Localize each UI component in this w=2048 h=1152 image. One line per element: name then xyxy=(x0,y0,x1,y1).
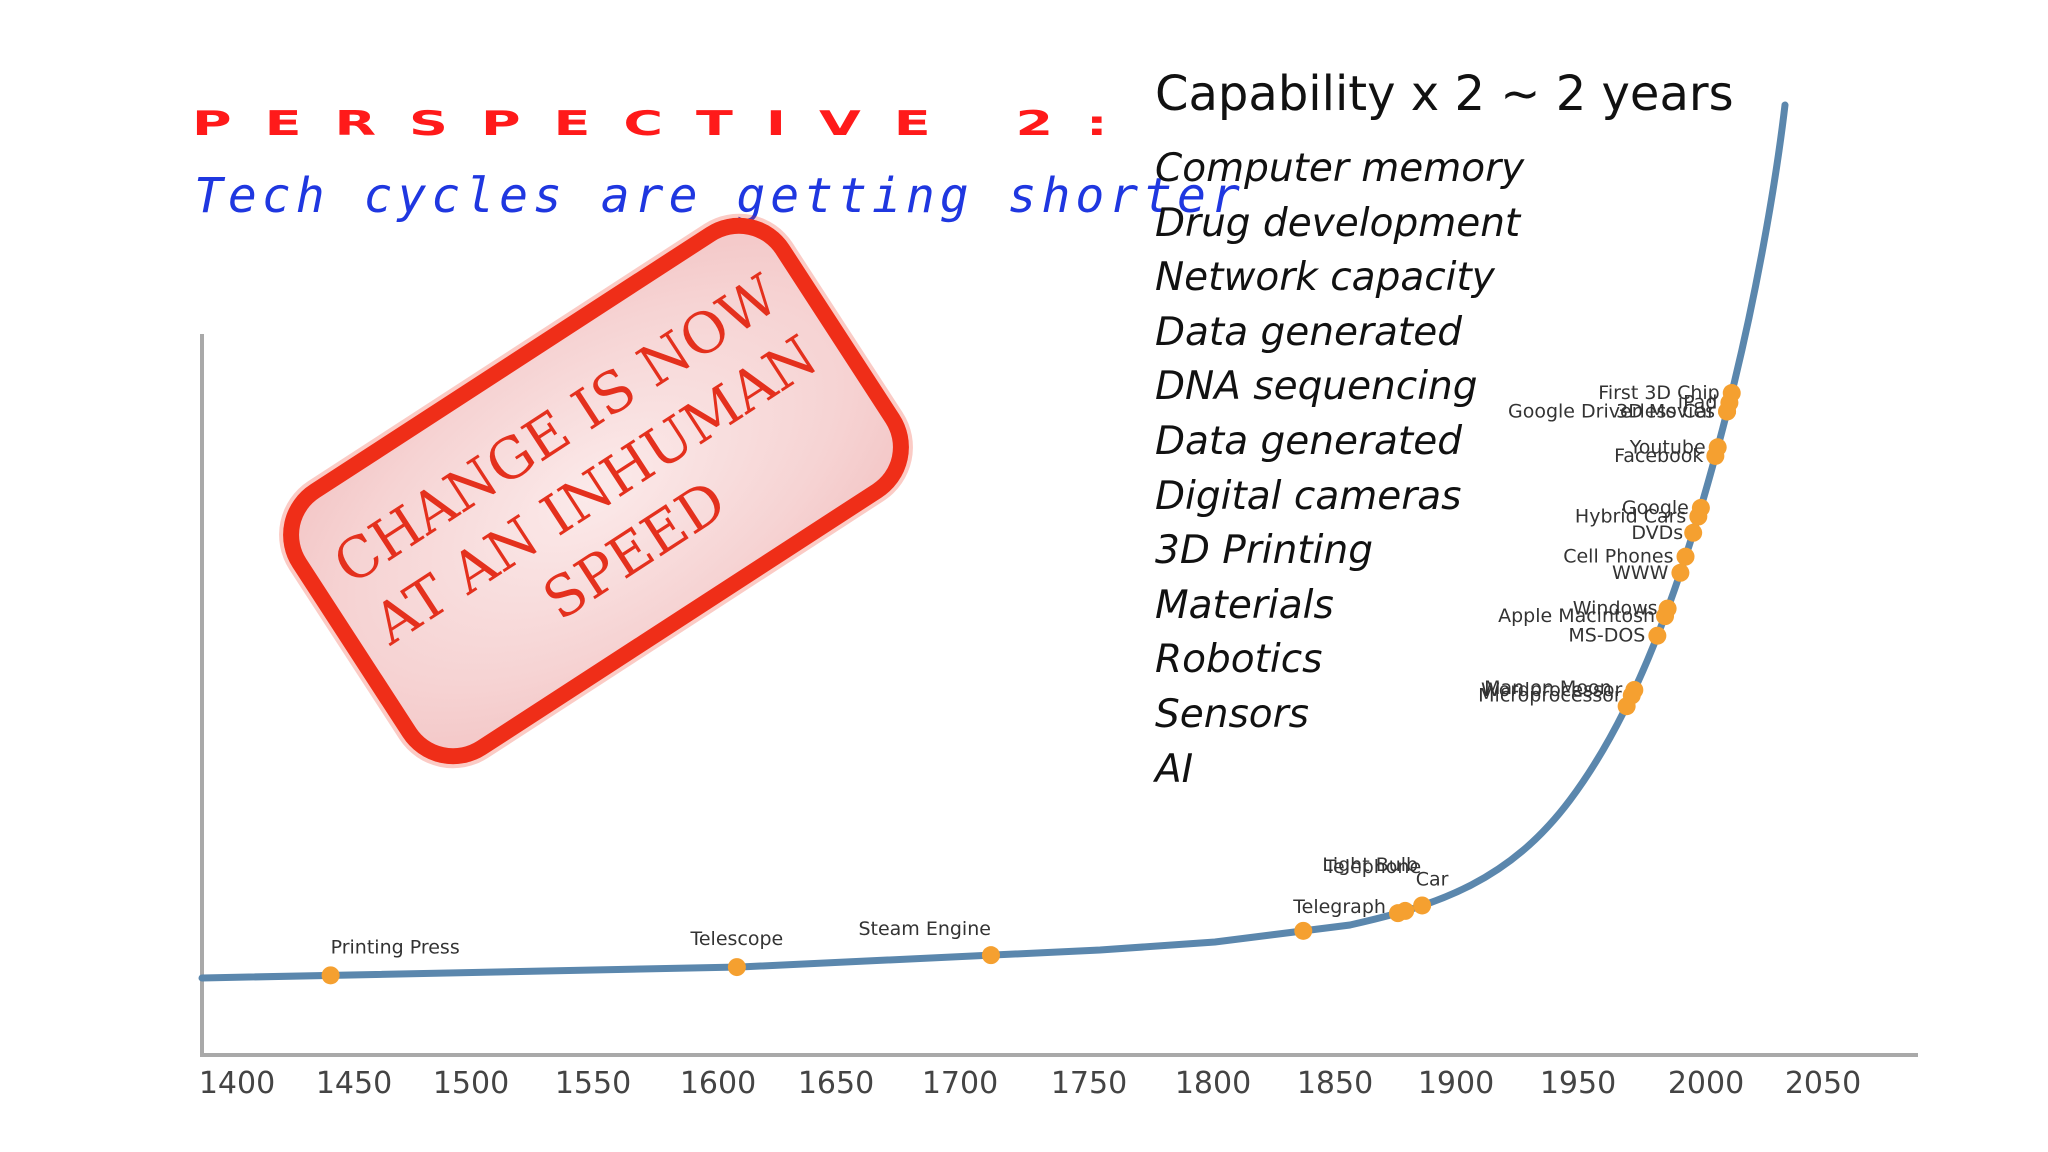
x-tick-label: 1950 xyxy=(1540,1066,1616,1101)
event-label: Hybrid Cars xyxy=(1575,506,1686,528)
x-tick-label: 1750 xyxy=(1051,1066,1127,1101)
event-label: Google Driverless Car xyxy=(1508,400,1715,422)
capability-item: Materials xyxy=(1155,582,1334,628)
event-label: Telephone xyxy=(1324,856,1422,878)
growth-curve xyxy=(198,101,1789,982)
x-tick-label: 1450 xyxy=(316,1066,392,1101)
event-marker xyxy=(727,958,746,977)
event-marker xyxy=(1706,446,1725,465)
event-marker xyxy=(1718,402,1737,421)
capability-item: Sensors xyxy=(1155,691,1310,737)
x-tick-label: 1550 xyxy=(555,1066,631,1101)
slide-subheading: Tech cycles are getting shorter xyxy=(194,168,1245,224)
x-tick-labels: 1400 1450 1500 1550 1600 1650 1700 1750 1800 1850… xyxy=(199,1066,1861,1101)
event-label: DVDs xyxy=(1631,522,1683,544)
capability-title: Capability x 2 ~ 2 years xyxy=(1155,66,1734,122)
event-label: Man on Moon xyxy=(1484,677,1612,699)
capability-item: Network capacity xyxy=(1155,255,1495,301)
event-marker xyxy=(1388,904,1407,923)
capability-item: Data generated xyxy=(1155,418,1462,464)
event-marker xyxy=(981,946,1000,965)
capability-list: Computer memory Drug development Network… xyxy=(1155,142,1524,797)
event-marker xyxy=(1294,921,1313,940)
event-marker xyxy=(1671,563,1690,582)
event-marker xyxy=(321,966,340,985)
event-marker xyxy=(1658,599,1677,618)
event-label: 3D Movies xyxy=(1616,400,1715,422)
x-tick-label: 1850 xyxy=(1297,1066,1373,1101)
event-label: Wordprocessor xyxy=(1481,679,1622,701)
x-tick-label: 2050 xyxy=(1785,1066,1861,1101)
event-marker xyxy=(1413,896,1432,915)
capability-item: Drug development xyxy=(1155,200,1521,246)
capability-item: Robotics xyxy=(1155,637,1323,683)
x-tick-label: 1650 xyxy=(798,1066,874,1101)
event-label: Google xyxy=(1622,497,1689,519)
event-marker xyxy=(1625,680,1644,699)
event-marker xyxy=(1722,384,1741,403)
event-label: Microprocessor xyxy=(1478,684,1622,706)
event-label: Windows xyxy=(1573,598,1658,620)
event-marker xyxy=(1648,626,1667,645)
x-tick-label: 1500 xyxy=(433,1066,509,1101)
x-tick-label: 1600 xyxy=(680,1066,756,1101)
event-label: MS-DOS xyxy=(1568,625,1645,647)
x-tick-label: 1800 xyxy=(1175,1066,1251,1101)
event-label: WWW xyxy=(1612,562,1669,584)
event-marker xyxy=(1684,523,1703,542)
event-label: Cell Phones xyxy=(1563,546,1673,568)
capability-item: Digital cameras xyxy=(1155,473,1462,519)
capability-item: DNA sequencing xyxy=(1155,364,1478,410)
event-marker xyxy=(1676,547,1695,566)
capability-item: 3D Printing xyxy=(1155,528,1373,574)
event-label: Facebook xyxy=(1614,445,1703,467)
event-label: Telescope xyxy=(689,928,783,950)
event-label: Light Bulb xyxy=(1322,854,1418,876)
event-label: First 3D Chip xyxy=(1598,382,1719,404)
x-tick-label: 2000 xyxy=(1668,1066,1744,1101)
event-label: Apple Macintosh xyxy=(1498,605,1655,627)
x-tick-label: 1700 xyxy=(922,1066,998,1101)
event-markers: Printing Press Telescope Steam Engine Teleg… xyxy=(321,382,1741,985)
event-label: Steam Engine xyxy=(858,918,991,940)
x-tick-label: 1900 xyxy=(1418,1066,1494,1101)
event-label: Youtube xyxy=(1629,436,1706,458)
x-tick-label: 1400 xyxy=(199,1066,275,1101)
event-marker xyxy=(1691,498,1710,517)
capability-item: AI xyxy=(1155,746,1194,792)
capability-item: Data generated xyxy=(1155,309,1462,355)
slide-heading: PERSPECTIVE 2: xyxy=(192,104,1141,144)
event-label: Car xyxy=(1416,868,1449,890)
event-label: iPad xyxy=(1678,392,1718,414)
capability-item: Computer memory xyxy=(1155,146,1525,191)
event-label: Printing Press xyxy=(331,936,460,958)
event-label: Telegraph xyxy=(1292,896,1386,918)
